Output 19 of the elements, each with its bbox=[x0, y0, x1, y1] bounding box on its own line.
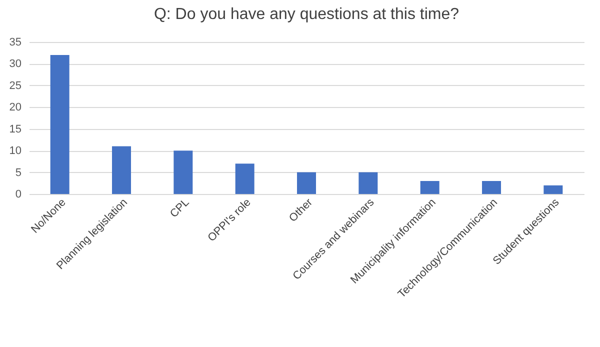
y-tick-label: 20 bbox=[9, 102, 22, 114]
y-tick-label: 25 bbox=[9, 80, 22, 92]
y-tick-label: 15 bbox=[9, 123, 22, 136]
bar bbox=[420, 180, 440, 194]
bar bbox=[482, 180, 501, 194]
bar bbox=[544, 185, 563, 194]
y-tick-label: 0 bbox=[15, 188, 22, 200]
y-tick-label: 10 bbox=[9, 145, 22, 158]
y-tick-label: 5 bbox=[15, 166, 22, 179]
bar bbox=[112, 146, 131, 194]
y-tick-label: 35 bbox=[9, 36, 22, 48]
y-tick-label: 30 bbox=[9, 58, 22, 70]
bar bbox=[235, 164, 254, 194]
bar bbox=[297, 172, 316, 194]
x-tick-label: CPL bbox=[168, 196, 192, 220]
bar bbox=[50, 55, 70, 194]
bar bbox=[358, 172, 378, 194]
bar bbox=[174, 150, 193, 194]
chart-title: Q: Do you have any questions at this time? bbox=[154, 6, 460, 23]
